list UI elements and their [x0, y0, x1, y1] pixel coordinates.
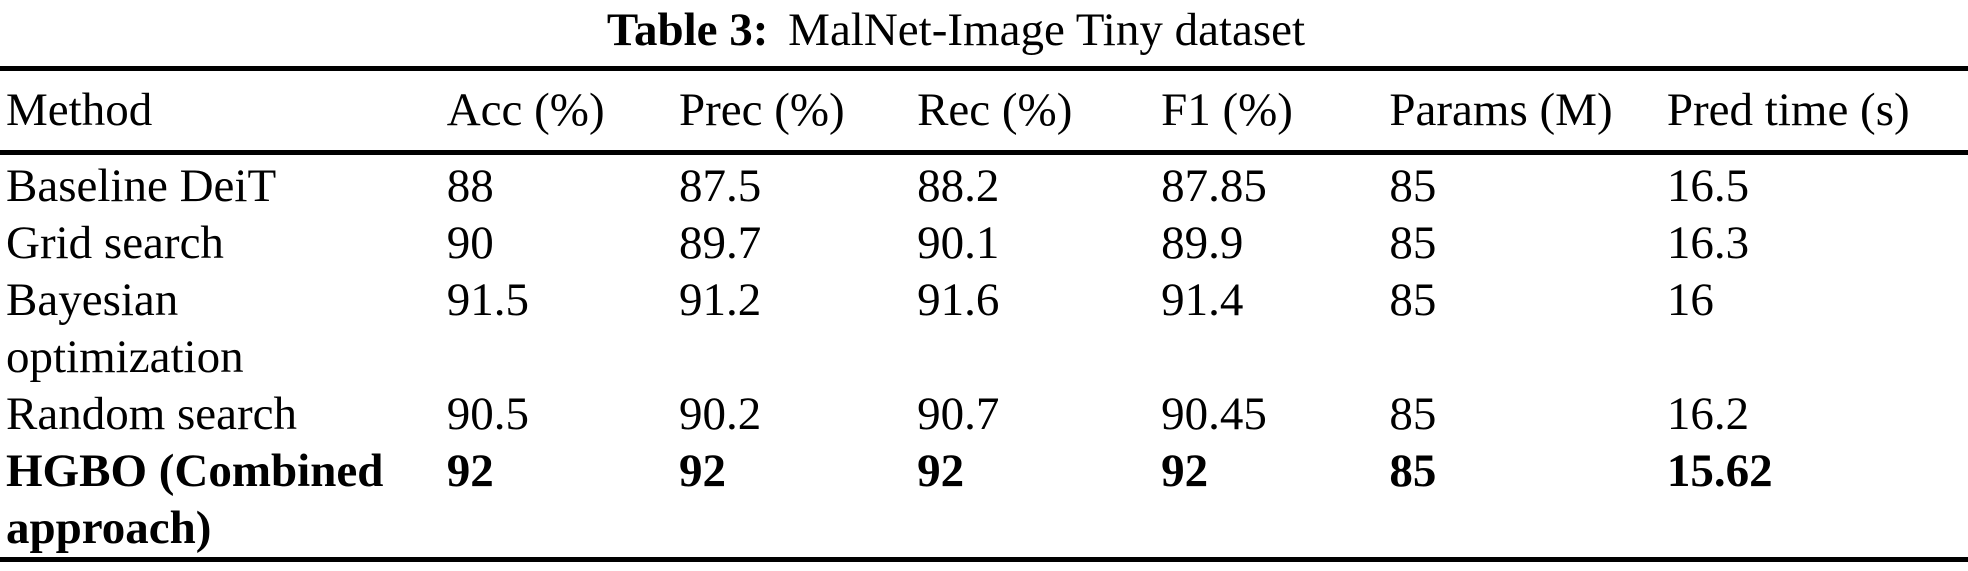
method-cell: Bayesian optimization — [6, 274, 244, 383]
column-header: Acc (%) — [446, 68, 679, 155]
method-cell: Random search — [6, 388, 298, 440]
value-cell: 91.6 — [917, 274, 1000, 326]
header-row: Method Acc (%) Prec (%) Rec (%) F1 (%) Params… — [0, 68, 1968, 155]
value-cell: 90 — [446, 217, 494, 269]
method-cell: HGBO (Combined approach) — [6, 445, 384, 554]
value-cell: 85 — [1389, 274, 1437, 326]
table-body: Baseline DeiT 88 87.5 88.2 87.85 85 16.5 Grid s… — [0, 153, 1968, 560]
value-cell: 88 — [446, 160, 494, 212]
column-header: Params (M) — [1389, 68, 1667, 155]
value-cell: 92 — [446, 445, 494, 497]
column-header: Rec (%) — [917, 68, 1162, 155]
value-cell: 89.7 — [678, 217, 762, 269]
caption-title: MalNet-Image Tiny dataset — [788, 4, 1306, 56]
column-header: F1 (%) — [1161, 68, 1390, 155]
value-cell: 92 — [678, 445, 726, 497]
caption-label: Table 3: — [606, 4, 769, 56]
value-cell: 90.7 — [917, 388, 1000, 440]
value-cell: 92 — [917, 445, 965, 497]
table-row: HGBO (Combined approach) 92 92 92 92 85 15.62 — [0, 443, 1968, 560]
value-cell: 85 — [1389, 445, 1437, 497]
value-cell: 85 — [1389, 160, 1437, 212]
value-cell: 90.45 — [1161, 388, 1267, 440]
column-header: Method — [0, 68, 447, 155]
value-cell: 90.2 — [678, 388, 762, 440]
value-cell: 16.2 — [1666, 388, 1750, 440]
value-cell: 16.5 — [1666, 160, 1750, 212]
value-cell: 89.9 — [1161, 217, 1244, 269]
value-cell: 15.62 — [1666, 445, 1773, 497]
value-cell: 85 — [1389, 217, 1437, 269]
value-cell: 87.5 — [678, 160, 762, 212]
value-cell: 16 — [1666, 274, 1714, 326]
value-cell: 85 — [1389, 388, 1437, 440]
value-cell: 88.2 — [917, 160, 1000, 212]
table-row: Random search 90.5 90.2 90.7 90.45 85 16.2 — [0, 386, 1968, 443]
table-row: Bayesian optimization 91.5 91.2 91.6 91.4 85 1… — [0, 272, 1968, 386]
value-cell: 90.1 — [917, 217, 1000, 269]
value-cell: 92 — [1161, 445, 1209, 497]
results-table: Method Acc (%) Prec (%) Rec (%) F1 (%) Params… — [0, 66, 1968, 562]
table-row: Baseline DeiT 88 87.5 88.2 87.85 85 16.5 — [0, 153, 1968, 216]
column-header: Prec (%) — [678, 68, 918, 155]
value-cell: 91.2 — [678, 274, 762, 326]
method-cell: Baseline DeiT — [6, 160, 277, 212]
value-cell: 16.3 — [1666, 217, 1750, 269]
column-header: Pred time (s) — [1666, 68, 1968, 155]
table-caption: Table 3: MalNet-Image Tiny dataset — [0, 0, 1968, 57]
value-cell: 90.5 — [446, 388, 529, 440]
value-cell: 91.4 — [1161, 274, 1244, 326]
value-cell: 91.5 — [446, 274, 529, 326]
table-row: Grid search 90 89.7 90.1 89.9 85 16.3 — [0, 215, 1968, 272]
method-cell: Grid search — [6, 217, 224, 269]
value-cell: 87.85 — [1161, 160, 1267, 212]
